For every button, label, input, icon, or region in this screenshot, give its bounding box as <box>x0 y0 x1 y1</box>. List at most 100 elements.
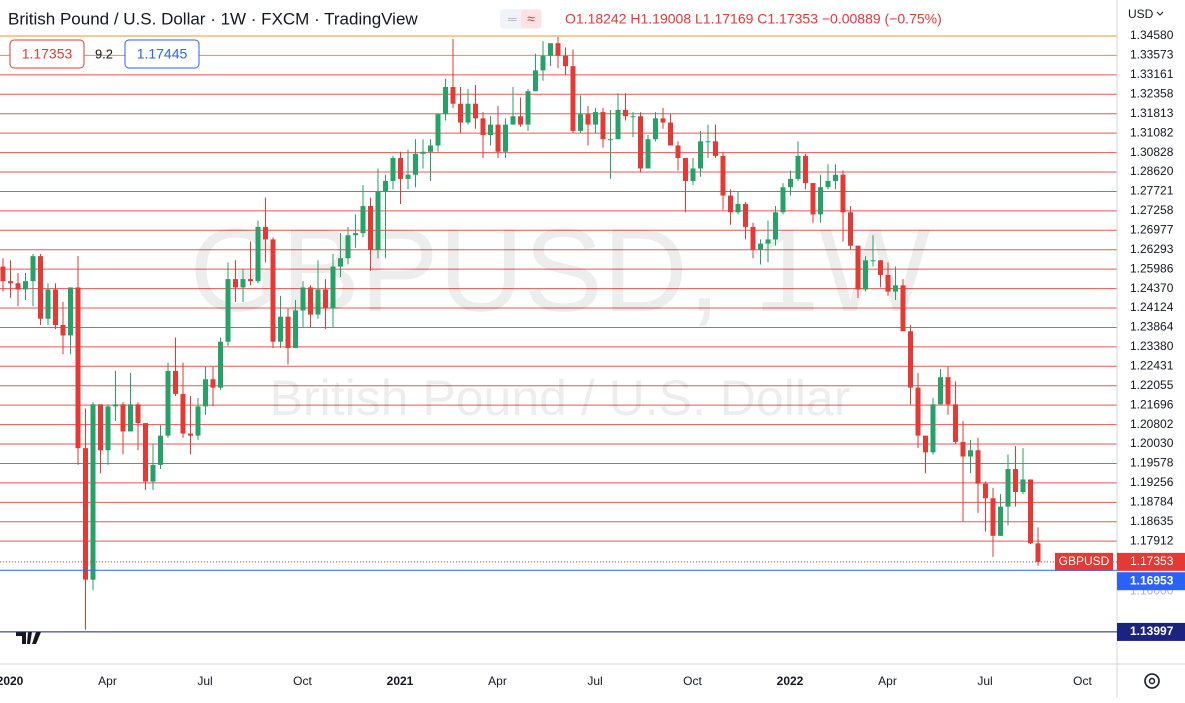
level-label: 1.27258 <box>1130 203 1174 217</box>
candle-body <box>675 145 681 159</box>
level-label: 1.30828 <box>1130 145 1174 159</box>
candle-body <box>990 498 996 536</box>
watermark-description: British Pound / U.S. Dollar <box>270 370 851 426</box>
level-label: 1.18784 <box>1130 494 1174 508</box>
level-label: 1.17912 <box>1130 533 1174 547</box>
candle-body <box>270 239 276 342</box>
x-tick-label: 2020 <box>0 674 24 688</box>
candle-body <box>968 450 973 457</box>
candle-body <box>525 91 531 125</box>
candle-body <box>293 310 298 348</box>
level-label: 1.23380 <box>1130 339 1174 353</box>
level-label: 1.19578 <box>1130 456 1174 470</box>
candle-body <box>848 212 853 246</box>
symbol-tag: GBPUSD <box>1059 554 1110 568</box>
candle-body <box>45 289 51 319</box>
logo-mark <box>16 632 41 644</box>
candle-body <box>795 155 801 179</box>
level-label: 1.33573 <box>1130 48 1174 62</box>
candle-body <box>413 153 418 175</box>
candle-body <box>615 110 621 140</box>
dropdown-arrow <box>1156 11 1164 16</box>
candle-body <box>750 226 756 250</box>
candle-body <box>195 406 201 436</box>
candle-body <box>1005 469 1011 507</box>
candle-body <box>833 174 838 181</box>
x-tick-label: Jul <box>977 674 992 688</box>
candle-body <box>908 331 913 388</box>
candle-body <box>150 464 156 482</box>
candle-body <box>765 239 771 244</box>
candle-body <box>758 243 763 250</box>
level-label: 1.31082 <box>1130 125 1174 139</box>
gear <box>1144 673 1160 689</box>
candle-body <box>458 103 463 123</box>
ask-box[interactable] <box>124 39 200 69</box>
candle-body <box>945 377 951 405</box>
level-label: 1.20030 <box>1130 436 1174 450</box>
candle-body <box>600 112 606 140</box>
level-label: 1.31813 <box>1130 106 1174 120</box>
candle-body <box>720 155 726 196</box>
candle-body <box>360 206 366 234</box>
candle-body <box>420 151 426 154</box>
candle-body <box>143 423 148 482</box>
candle-body <box>690 168 696 181</box>
candle-body <box>428 145 433 152</box>
candle-body <box>338 258 343 267</box>
candle-body <box>998 506 1003 536</box>
candle-body <box>255 226 261 282</box>
candle-body <box>533 70 538 92</box>
candle-body <box>780 187 786 213</box>
candle-body <box>345 235 351 259</box>
candle-body <box>555 43 561 56</box>
marked-level-label-bg <box>1117 622 1185 641</box>
level-label: 1.27721 <box>1130 184 1174 198</box>
candle-body <box>188 433 193 436</box>
candle-body <box>300 287 306 311</box>
symbol-tag-bg <box>1055 552 1113 571</box>
candle-body <box>60 325 66 336</box>
candle-body <box>563 55 568 67</box>
candle-body <box>53 289 58 326</box>
level-label: 1.20802 <box>1130 417 1174 431</box>
candle-body <box>225 279 231 342</box>
level-label: 1.34580 <box>1130 28 1174 42</box>
currency-selector[interactable]: USD <box>1128 7 1154 21</box>
candle-body <box>218 341 223 388</box>
x-tick-label: Jul <box>197 674 212 688</box>
x-tick-label: 2021 <box>387 674 414 688</box>
candle-body <box>443 87 448 115</box>
tv-logo <box>12 620 48 656</box>
candle-body <box>728 195 733 213</box>
level-label: 1.26293 <box>1130 242 1174 256</box>
candle-body <box>210 379 216 388</box>
candle-body <box>683 158 688 181</box>
candle-body <box>960 441 966 457</box>
gear-hub <box>1148 677 1156 685</box>
candle-body <box>480 118 486 136</box>
candle-body <box>668 122 673 146</box>
candle-body <box>698 141 703 169</box>
candle-body <box>98 404 103 451</box>
x-tick-label: Oct <box>1073 674 1092 688</box>
candle-body <box>75 287 81 449</box>
level-label: 1.25986 <box>1130 261 1174 275</box>
bid-box[interactable] <box>9 39 85 69</box>
level-label: 1.18635 <box>1130 514 1174 528</box>
candle-body <box>315 289 321 315</box>
candle-body <box>83 448 88 580</box>
toggle-active[interactable] <box>521 10 541 28</box>
candle-body <box>773 212 778 240</box>
candle-body <box>450 87 456 104</box>
ask-price: 1.17445 <box>137 46 188 62</box>
ohlc-legend: O1.18242 H1.19008 L1.17169 C1.17353 −0.0… <box>565 11 942 27</box>
candle-body <box>323 289 328 309</box>
candle-body <box>495 124 501 152</box>
level-label: 1.26977 <box>1130 222 1174 236</box>
settings-icon[interactable] <box>1144 673 1160 689</box>
candle-body <box>23 281 28 290</box>
candle-body <box>233 279 238 288</box>
candle-body <box>180 393 186 434</box>
candle-body <box>653 118 658 140</box>
